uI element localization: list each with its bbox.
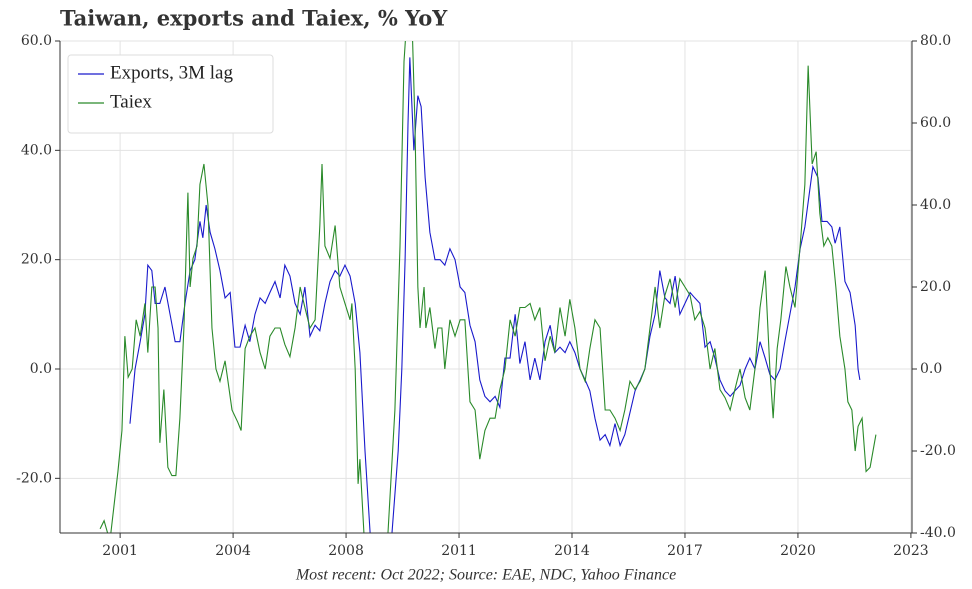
- x-tick-label: 2014: [554, 543, 590, 559]
- y-tick-label: 20.0: [21, 252, 52, 268]
- y-tick-label: 0.0: [30, 361, 52, 377]
- y-tick-label: 60.0: [21, 33, 52, 49]
- x-tick-label: 2023: [893, 543, 929, 559]
- legend-label: Taiex: [110, 91, 152, 112]
- y2-tick-label: -20.0: [920, 443, 956, 459]
- footnote: Most recent: Oct 2022; Source: EAE, NDC,…: [295, 567, 676, 584]
- legend-box: [67, 54, 274, 134]
- legend-label: Exports, 3M lag: [110, 62, 233, 83]
- legend: Exports, 3M lag Taiex: [67, 54, 274, 134]
- y2-tick-label: 40.0: [920, 197, 951, 213]
- axes: -20.0 0.0 20.0 40.0 60.0 -40.0 -20.0 0.0 20.0 40.…: [16, 33, 956, 559]
- y-tick-label: 40.0: [21, 142, 52, 158]
- x-tick-label: 2001: [102, 543, 138, 559]
- y2-tick-label: 20.0: [920, 279, 951, 295]
- series-line: [129, 57, 861, 533]
- y2-tick-label: 0.0: [920, 361, 942, 377]
- x-tick-label: 2004: [215, 543, 251, 559]
- x-tick-label: 2017: [667, 543, 703, 559]
- x-tick-label: 2008: [328, 543, 364, 559]
- plot-area: [99, 41, 877, 533]
- y2-tick-label: 60.0: [920, 115, 951, 131]
- series-line: [99, 41, 877, 533]
- x-tick-label: 2011: [441, 543, 477, 559]
- y2-tick-label: -40.0: [920, 525, 956, 541]
- chart-title: Taiwan, exports and Taiex, % YoY: [60, 6, 448, 31]
- x-tick-label: 2020: [780, 543, 816, 559]
- y2-tick-label: 80.0: [920, 33, 951, 49]
- y-tick-label: -20.0: [16, 470, 52, 486]
